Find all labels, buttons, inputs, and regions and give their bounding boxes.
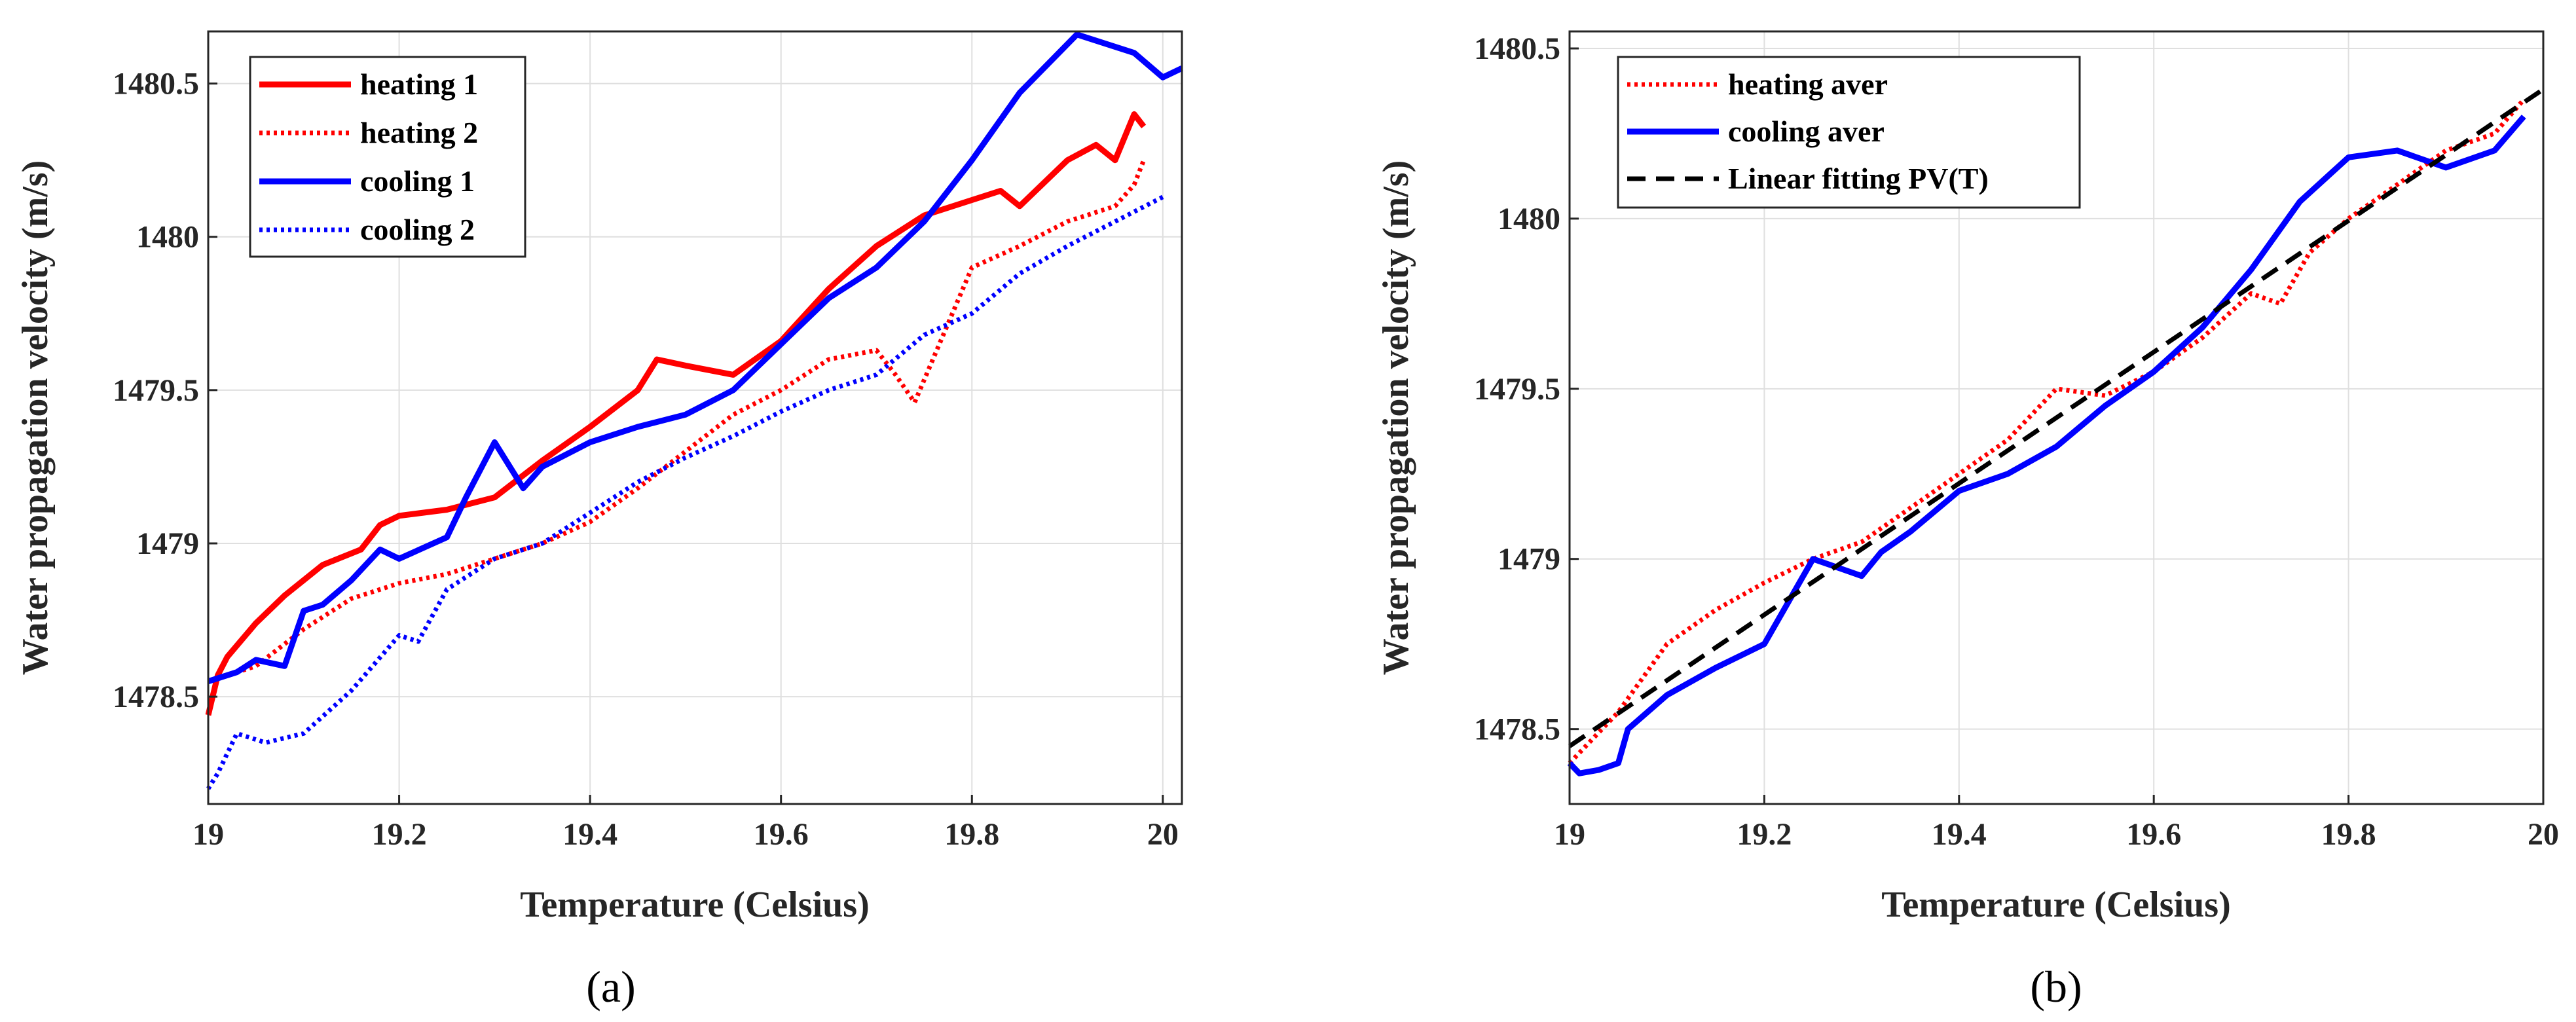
legend-b: heating aver cooling aver Linear fitting P… [1617, 56, 2081, 209]
x-tick-label: 20 [1147, 817, 1179, 852]
ticks-a: 19 19.2 19.4 19.6 19.8 20 1478.5 1479 1479.5 1480… [113, 67, 1179, 852]
y-tick-label: 1478.5 [1474, 712, 1560, 747]
y-tick-label: 1480 [136, 220, 199, 255]
series-line-heating-2 [207, 159, 1146, 684]
x-tick-label: 19.8 [944, 817, 999, 852]
series-line-heating-1 [205, 111, 1147, 716]
series-layer-b [1567, 87, 2545, 776]
y-tick-label: 1479 [1498, 542, 1560, 577]
legend-label: heating aver [1728, 67, 1888, 101]
x-axis-label-b: Temperature (Celsius) [1881, 885, 2231, 925]
y-tick-label: 1480.5 [113, 67, 199, 101]
panel-label-a: (a) [586, 962, 635, 1012]
y-tick-label: 1478.5 [113, 680, 199, 714]
x-tick-label: 19.4 [562, 817, 617, 852]
x-tick-label: 19.6 [2126, 817, 2181, 852]
y-tick-label: 1479.5 [113, 373, 199, 408]
y-axis-label-b: Water propagation velocity (m/s) [1376, 160, 1416, 676]
y-tick-label: 1480 [1498, 202, 1560, 236]
x-tick-label: 19 [193, 817, 224, 852]
axes-box-b [1568, 30, 2545, 805]
panel-label-b: (b) [2030, 962, 2082, 1012]
legend-label: heating 2 [360, 116, 478, 149]
axes-box-a [207, 30, 1183, 805]
legend-a: heating 1 heating 2 cooling 1 cooling 2 [249, 56, 526, 258]
y-tick-label: 1479 [136, 526, 199, 561]
legend-label: Linear fitting PV(T) [1728, 162, 1989, 195]
x-axis-label-a: Temperature (Celsius) [520, 885, 870, 925]
series-line-linear-fitting-pv-t- [1568, 87, 2545, 748]
legend-label: cooling aver [1728, 115, 1885, 148]
y-axis-label-a: Water propagation velocity (m/s) [15, 160, 56, 676]
chart-panel-b: 19 19.2 19.4 19.6 19.8 20 1478.5 1479 1479.5 1480… [1376, 30, 2559, 1012]
y-tick-label: 1480.5 [1474, 31, 1560, 66]
x-tick-label: 19.2 [1737, 817, 1792, 852]
series-line-cooling-aver [1567, 115, 2526, 776]
x-tick-label: 19.6 [754, 817, 809, 852]
legend-label: cooling 2 [360, 213, 475, 246]
ticks-b: 19 19.2 19.4 19.6 19.8 20 1478.5 1479 1479.5 1480… [1474, 31, 2559, 852]
y-tick-label: 1479.5 [1474, 372, 1560, 407]
series-line-cooling-2 [206, 194, 1164, 790]
x-tick-label: 19.2 [372, 817, 427, 852]
legend-box-a [249, 56, 526, 258]
x-tick-label: 19 [1554, 817, 1585, 852]
chart-panel-a: 19 19.2 19.4 19.6 19.8 20 1478.5 1479 1479.5 1480… [15, 30, 1183, 1012]
x-tick-label: 20 [2528, 817, 2559, 852]
series-line-heating-aver [1568, 98, 2526, 765]
series-line-cooling-1 [207, 31, 1183, 684]
x-tick-label: 19.8 [2321, 817, 2376, 852]
legend-label: cooling 1 [360, 164, 475, 198]
legend-label: heating 1 [360, 67, 478, 101]
x-tick-label: 19.4 [1932, 817, 1987, 852]
series-layer-a [205, 31, 1183, 790]
